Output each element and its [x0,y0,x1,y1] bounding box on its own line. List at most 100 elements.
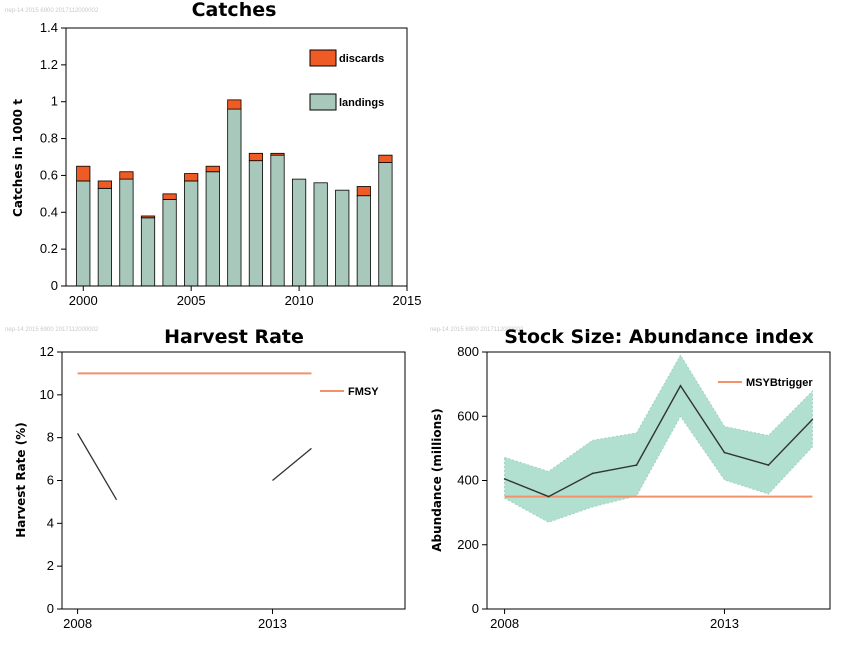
abundance-point-2012 [679,384,682,387]
landings-bar-2011 [313,182,328,287]
landings-bar-2003 [140,217,156,287]
harvest-y-ticks: 0 2 4 6 8 10 12 [40,344,62,616]
landings-bar-2010 [291,178,307,287]
harvest-legend: FMSY [320,386,379,398]
legend-discards-swatch [309,49,337,67]
legend-msybtrigger-label: MSYBtrigger [746,377,813,389]
harvest-series-lines [77,433,312,501]
harvest-title: Harvest Rate [164,326,304,348]
discards-bar-2006 [205,165,220,173]
discards-bar-2000 [76,165,91,182]
landings-bar-2006 [205,171,220,287]
discards-bar-2008 [248,152,264,162]
stock-x-tick-label: 2008 [490,616,519,631]
legend-discards-label: discards [339,53,384,65]
discards-bar-2001 [97,180,112,189]
harvest-y-tick-label: 2 [47,558,54,573]
landings-bar-2001 [97,187,112,287]
catches-x-ticks: 2000 2005 2010 2015 [69,286,422,308]
catches-y-tick-label: 0 [51,278,58,293]
landings-bar-2013 [356,195,371,287]
harvest-y-tick-label: 8 [47,430,54,445]
discards-bar-2013 [356,186,371,197]
harvest-rate-segment-1 [77,433,118,501]
landings-bar-2014 [378,162,393,287]
legend-landings-label: landings [339,97,384,109]
landings-bar-2012 [335,189,350,287]
harvest-y-axis-label: Harvest Rate (%) [14,422,28,537]
catches-x-tick-label: 2000 [69,293,98,308]
abundance-point-2015 [811,418,814,421]
harvest-rate-segment-2 [272,447,312,482]
discards-bar-2004 [162,193,177,200]
harvest-rate-chart: nep-14 2015 6900 2017112000002 Harvest R… [5,326,406,631]
abundance-point-2014 [767,464,770,466]
harvest-y-tick-label: 12 [40,344,54,359]
discards-bar-2003 [140,215,156,219]
catches-chart: nep-14 2015 6900 2017112000002 Catches C… [5,0,421,308]
abundance-series-line [504,384,813,498]
catches-plot-frame [65,27,408,287]
catches-y-tick-label: 0.6 [40,167,58,182]
catches-bars [76,99,393,287]
legend-fmsy-label: FMSY [348,386,379,398]
catches-y-tick-label: 0.2 [40,241,58,256]
discards-bar-2007 [227,99,242,110]
stock-watermark: nep-14 2015 6900 2017112000002 [430,327,524,333]
catches-y-tick-label: 1.4 [40,20,58,35]
harvest-y-tick-label: 0 [47,601,54,616]
catches-watermark: nep-14 2015 6900 2017112000002 [5,8,99,14]
harvest-x-tick-label: 2008 [63,616,92,631]
abundance-points [503,384,814,498]
discards-bar-2014 [378,154,393,163]
harvest-x-tick-label: 2013 [258,616,287,631]
abundance-point-2009 [547,495,550,498]
landings-bar-2008 [248,160,264,287]
stock-y-tick-label: 0 [472,601,479,616]
catches-x-tick-label: 2010 [285,293,314,308]
catches-y-axis-label: Catches in 1000 t [11,99,25,217]
discards-bar-2005 [184,173,199,182]
abundance-point-2008 [503,478,506,480]
harvest-y-tick-label: 4 [47,515,54,530]
discards-bar-2002 [119,171,134,180]
stock-legend: MSYBtrigger [718,377,813,389]
landings-bar-2002 [119,178,134,287]
stock-y-tick-label: 600 [457,408,479,423]
discards-bar-2009 [270,152,285,156]
stock-x-tick-label: 2013 [710,616,739,631]
stock-y-tick-label: 800 [457,344,479,359]
catches-y-tick-label: 0.8 [40,131,58,146]
stock-plot-frame [486,351,831,610]
catches-title: Catches [192,0,277,21]
harvest-y-tick-label: 6 [47,473,54,488]
landings-bar-2009 [270,154,285,287]
catches-y-tick-label: 1.2 [40,57,58,72]
stock-y-tick-label: 200 [457,537,479,552]
landings-bar-2007 [227,108,242,287]
landings-bar-2005 [184,180,199,287]
stock-title: Stock Size: Abundance index [504,326,814,348]
catches-y-ticks: 0 0.2 0.4 0.6 0.8 1 1.2 1.4 [40,20,66,293]
harvest-x-ticks: 2008 2013 [63,609,287,631]
harvest-plot-frame [61,351,406,610]
stock-x-ticks: 2008 2013 [490,609,739,631]
stock-size-chart: nep-14 2015 6900 2017112000002 Stock Siz… [430,326,831,631]
landings-bar-2000 [76,180,91,287]
abundance-point-2011 [635,464,638,466]
harvest-watermark: nep-14 2015 6900 2017112000002 [5,327,99,333]
catches-y-tick-label: 1 [51,94,58,109]
stock-y-axis-label: Abundance (millions) [430,408,444,551]
abundance-point-2013 [723,451,726,454]
stock-y-ticks: 0 200 400 600 800 [457,344,487,616]
abundance-confidence-band [504,354,813,523]
legend-landings-swatch [309,93,337,111]
abundance-point-2010 [591,472,594,475]
stock-y-tick-label: 400 [457,473,479,488]
catches-x-tick-label: 2015 [393,293,422,308]
catches-legend: discards landings [309,49,384,111]
landings-bar-2004 [162,198,177,287]
catches-x-tick-label: 2005 [177,293,206,308]
catches-y-tick-label: 0.4 [40,204,58,219]
